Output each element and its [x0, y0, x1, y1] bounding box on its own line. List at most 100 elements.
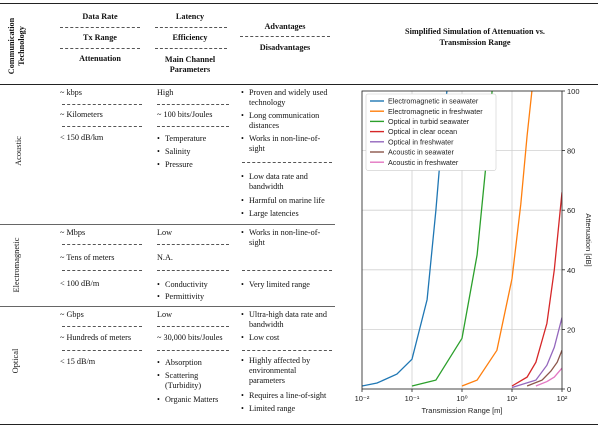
acoustic-disadvantage: Large latencies [241, 209, 331, 219]
acoustic-param: Salinity [157, 147, 191, 157]
acoustic-advantage: Long communication distances [241, 111, 331, 131]
acoustic-latency: High [157, 88, 174, 97]
header-advantages: Advantages [264, 22, 306, 31]
optical-param: Organic Matters [157, 395, 218, 405]
acoustic-param: Pressure [157, 160, 193, 170]
acoustic-advantage: Works in non-line-of-sight [241, 134, 331, 154]
em-advantage: Works in non-line-of-sight [241, 228, 331, 248]
series-line [461, 91, 533, 387]
optical-attenuation: < 15 dB/m [60, 357, 96, 366]
cell-dash [157, 244, 229, 245]
y-tick-label: 40 [567, 266, 575, 275]
cell-dash [157, 350, 229, 351]
header-efficiency: Efficiency [172, 33, 208, 42]
em-disadvantage: Very limited range [241, 280, 331, 290]
header-dash [155, 48, 227, 49]
series-line [511, 192, 562, 387]
optical-advantage: Low cost [241, 333, 331, 343]
acoustic-attenuation: < 150 dB/km [60, 133, 104, 142]
series-line [526, 350, 562, 387]
header-dash [60, 48, 140, 49]
optical-disadvantage: Limited range [241, 404, 331, 414]
row-label-acoustic: Acoustic [14, 136, 23, 166]
em-attenuation: < 100 dB/m [60, 279, 100, 288]
table-bottom-rule [0, 424, 598, 425]
series-line [535, 367, 562, 387]
legend-entry: Acoustic in freshwater [388, 158, 459, 167]
series-line [411, 91, 493, 387]
header-disadvantages: Disadvantages [259, 43, 311, 52]
legend-entry: Optical in freshwater [388, 137, 454, 146]
acoustic-disadvantage: Harmful on marine life [241, 196, 331, 206]
header-tx-range: Tx Range [83, 33, 117, 42]
cell-dash [157, 126, 229, 127]
row-label-optical: Optical [11, 348, 20, 374]
plot-frame [361, 90, 563, 390]
legend-entry: Electromagnetic in seawater [388, 97, 479, 106]
header-tech: Communication Technology [7, 11, 27, 81]
legend-box [365, 93, 497, 171]
header-bottom-rule [0, 84, 598, 85]
y-tick-label: 60 [567, 206, 575, 215]
acoustic-efficiency: ~ 100 bits/Joules [157, 110, 213, 119]
optical-range: ~ Hundreds of meters [60, 333, 132, 342]
cell-dash [62, 270, 142, 271]
legend-entry: Acoustic in seawater [388, 148, 455, 157]
y-tick-label: 0 [567, 385, 571, 394]
x-tick-label: 10⁻² [355, 394, 370, 403]
header-dash [60, 27, 140, 28]
optical-latency: Low [157, 310, 173, 319]
y-tick-label: 80 [567, 147, 575, 156]
header-dash [155, 27, 227, 28]
table-top-rule [0, 3, 598, 4]
acoustic-param: Temperature [157, 134, 206, 144]
em-latency: Low [157, 228, 173, 237]
legend-entry: Optical in clear ocean [388, 127, 457, 136]
acoustic-advantage: Proven and widely used technology [241, 88, 331, 108]
optical-disadvantage: Highly affected by environmental paramet… [241, 356, 329, 386]
x-axis-label: Transmission Range [m] [422, 406, 503, 415]
cell-dash [62, 350, 142, 351]
x-tick-label: 10² [557, 394, 568, 403]
x-tick-label: 10¹ [507, 394, 518, 403]
cell-dash [157, 270, 229, 271]
y-tick-label: 100 [567, 87, 580, 96]
em-param: Conductivity [157, 280, 208, 290]
em-rate: ~ Mbps [60, 228, 86, 237]
em-param: Permittivity [157, 292, 204, 302]
plot-area [362, 91, 562, 389]
acoustic-range: ~ Kilometers [60, 110, 103, 119]
optical-param: Absorption [157, 358, 202, 368]
row-label-electromagnetic: Electromagnetic [12, 237, 21, 293]
em-range: ~ Tens of meters [60, 253, 115, 262]
header-latency: Latency [175, 12, 205, 21]
header-dash [240, 36, 330, 37]
cell-dash [157, 104, 229, 105]
cell-dash [62, 126, 142, 127]
y-tick-label: 20 [567, 325, 575, 334]
acoustic-rate: ~ kbps [60, 88, 82, 97]
x-tick-label: 10⁻¹ [405, 394, 420, 403]
cell-dash [242, 350, 332, 351]
header-attenuation: Attenuation [79, 54, 121, 63]
optical-rate: ~ Gbps [60, 310, 84, 319]
cell-dash [62, 104, 142, 105]
header-simulation-title: Simplified Simulation of Attenuation vs.… [405, 27, 545, 47]
header-tech-label: Communication Technology [7, 17, 26, 75]
cell-dash [242, 162, 332, 163]
series-line [362, 91, 448, 387]
header-main-channel: Main Channel Parameters [164, 55, 216, 74]
series-line [511, 317, 562, 389]
cell-dash [157, 326, 229, 327]
optical-disadvantage: Requires a line-of-sight [241, 391, 335, 401]
em-efficiency: N.A. [157, 253, 173, 262]
cell-dash [62, 326, 142, 327]
optical-param: Scattering (Turbidity) [157, 371, 225, 391]
legend-entry: Optical in turbid seawater [388, 117, 470, 126]
y-axis-label: Attenuation [dB] [584, 213, 593, 266]
row-divider-acoustic [0, 224, 335, 225]
acoustic-disadvantage: Low data rate and bandwidth [241, 172, 331, 192]
cell-dash [242, 270, 332, 271]
optical-advantage: Ultra-high data rate and bandwidth [241, 310, 337, 330]
cell-dash [62, 244, 142, 245]
